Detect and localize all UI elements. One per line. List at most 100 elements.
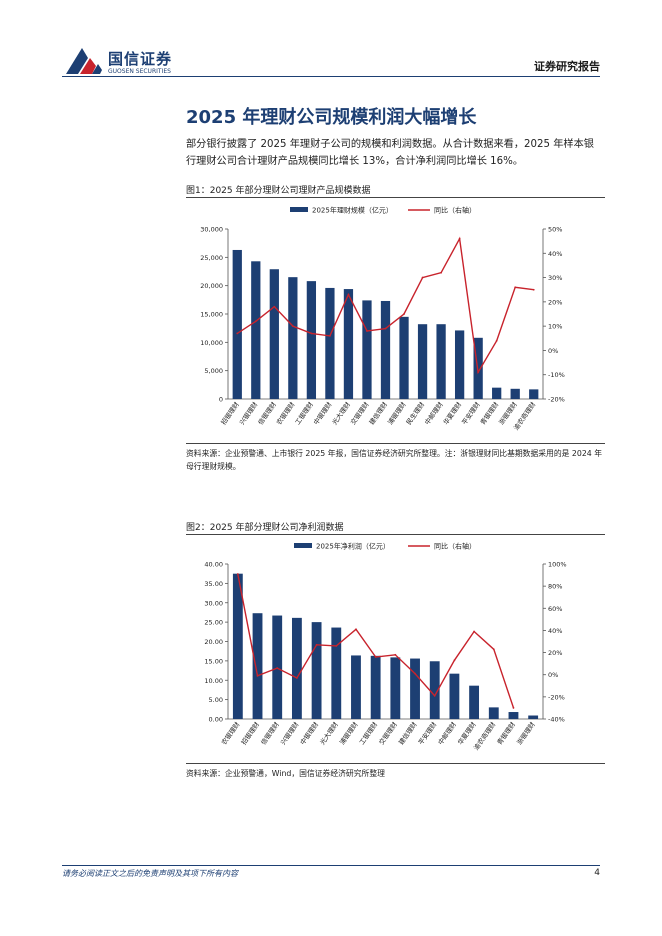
figure1-title: 图1：2025 年部分理财公司理财产品规模数据	[186, 186, 371, 196]
chart2-yoy-point	[236, 573, 239, 575]
chart1-right-tick-label: 30%	[548, 274, 562, 282]
chart2-right-tick-label: 100%	[548, 561, 567, 569]
chart2-left-tick-label: 0.00	[209, 716, 223, 724]
chart2-x-tick-label: 光大理财	[318, 720, 341, 747]
chart1-yoy-point	[366, 330, 368, 332]
chart2-bar	[370, 655, 381, 719]
chart2-bar	[331, 627, 342, 719]
chart1-yoy-point	[384, 327, 387, 330]
chart1-yoy-point	[495, 339, 498, 342]
chart2-x-tick-label: 农银理财	[219, 720, 242, 747]
chart1-left-tick-label: 15,000	[200, 311, 223, 319]
chart2-yoy-point	[335, 645, 338, 647]
chart2-right-tick-label: 60%	[548, 605, 562, 613]
chart1-left-tick-label: 20,000	[200, 282, 223, 290]
chart2-x-tick-label: 浙银理财	[515, 720, 538, 747]
chart1-left-tick-label: 30,000	[200, 226, 223, 234]
chart1-bar	[288, 277, 298, 399]
chart2-yoy-point	[473, 630, 475, 633]
chart1-right-tick-label: 40%	[548, 250, 562, 258]
chart2-bar	[351, 655, 361, 719]
chart2-bar	[469, 685, 480, 719]
chart2-right-tick-label: 0%	[548, 671, 558, 679]
body-paragraph: 部分银行披露了 2025 年理财子公司的规模和利润数据。从合计数据来看，2025…	[186, 139, 594, 167]
chart2-x-tick-label: 工银理财	[357, 720, 380, 747]
chart2-right-tick-label: 20%	[548, 649, 562, 657]
page-number: 4	[594, 868, 600, 878]
chart2-yoy-point	[276, 667, 279, 669]
chart1-bar	[343, 289, 354, 399]
chart2-x-tick-label: 中银理财	[298, 720, 321, 747]
chart1-yoy-point	[236, 332, 239, 335]
guosen-logo-mark-icon	[66, 48, 102, 74]
chart1-legend-line-label: 同比（右轴）	[434, 206, 476, 215]
chart1-bar	[529, 389, 539, 399]
chart2-yoy-point	[492, 648, 495, 651]
chart2-left-tick-label: 20.00	[204, 638, 223, 646]
chart1-yoy-point	[514, 286, 517, 289]
chart1-bar	[362, 300, 372, 399]
footer-disclaimer: 请务必阅读正文之后的免责声明及其项下所有内容	[62, 869, 238, 878]
chart1-legend-bar-label: 2025年理财规模（亿元）	[312, 206, 393, 215]
chart1-right-tick-label: 50%	[548, 226, 562, 234]
chart2-yoy-point	[355, 628, 357, 631]
chart2-left-tick-label: 10.00	[204, 677, 223, 685]
chart1-left-tick-label: 10,000	[200, 339, 223, 347]
chart2-bar	[390, 657, 401, 719]
chart2-x-tick-label: 浦银理财	[337, 720, 360, 747]
chart1-bar	[269, 269, 279, 399]
chart1-right-tick-label: 10%	[548, 323, 562, 331]
chart2-x-tick-label: 信银理财	[259, 720, 282, 747]
chart2-x-tick-label: 平安理财	[416, 720, 439, 747]
chart2-right-tick-label: -20%	[548, 693, 565, 701]
chart1-bar	[436, 324, 446, 399]
chart1-yoy-point	[477, 371, 480, 374]
report-type: 证券研究报告	[534, 60, 600, 73]
figure1-top-rule	[186, 197, 605, 198]
chart1-right-tick-label: 20%	[548, 298, 562, 306]
chart2-yoy-point	[315, 643, 318, 646]
logo-text-en: GUOSEN SECURITIES	[108, 68, 171, 75]
figure2-title: 图2：2025 年部分理财公司净利润数据	[186, 523, 344, 533]
chart1-yoy-point	[458, 237, 461, 240]
figure2-chart: 2025年净利润（亿元） 同比（右轴） 0.00 5.00 10.00 15.00 20.0…	[204, 542, 567, 752]
chart2-bar	[488, 707, 499, 719]
chart1-legend-bar-swatch	[290, 207, 308, 212]
chart2-bar	[410, 658, 420, 719]
chart2-legend-line-label: 同比（右轴）	[434, 542, 476, 551]
chart1-yoy-point	[310, 332, 313, 335]
chart2-x-tick-label: 招银理财	[239, 720, 262, 747]
chart2-x-tick-label: 青银理财	[495, 720, 518, 747]
chart2-x-tick-label: 交银理财	[377, 720, 400, 747]
chart1-bar	[380, 300, 391, 399]
chart2-left-tick-label: 40.00	[204, 561, 223, 569]
chart1-bar	[232, 249, 242, 399]
chart2-x-tick-label: 建信理财	[396, 720, 419, 747]
chart1-left-tick-label: 5,000	[204, 367, 223, 375]
chart2-legend-bar-label: 2025年净利润（亿元）	[316, 542, 390, 551]
chart2-bar	[528, 715, 539, 719]
chart2-legend-bar-swatch	[294, 543, 312, 548]
chart1-bar	[325, 287, 335, 399]
chart2-right-tick-label: 40%	[548, 627, 562, 635]
chart2-bar	[291, 617, 302, 719]
chart2-yoy-point	[433, 694, 436, 697]
figure2-top-rule	[186, 534, 605, 535]
chart2-bar	[252, 613, 263, 719]
chart2-left-tick-label: 25.00	[204, 619, 223, 627]
chart2-x-tick-label: 中邮理财	[436, 720, 459, 747]
figure2-source-note: 资料来源：企业预警通，Wind，国信证券经济研究所整理	[186, 769, 385, 778]
chart2-yoy-point	[414, 672, 416, 675]
chart1-yoy-point	[421, 276, 424, 279]
logo-text-cn: 国信证券	[108, 50, 173, 68]
chart1-bar	[399, 316, 409, 399]
chart1-left-tick-label: 25,000	[200, 254, 223, 262]
chart1-bar	[251, 261, 261, 399]
chart1-right-tick-label: 0%	[548, 347, 558, 355]
chart1-yoy-point	[291, 325, 294, 328]
chart2-yoy-point	[296, 677, 298, 679]
chart1-yoy-point	[347, 293, 350, 296]
figure2-bottom-rule	[186, 763, 605, 764]
chart2-left-tick-label: 15.00	[204, 657, 223, 665]
figure1-chart: 2025年理财规模（亿元） 同比（右轴） 0 5,000 10,000 15,000 20,…	[200, 206, 565, 432]
